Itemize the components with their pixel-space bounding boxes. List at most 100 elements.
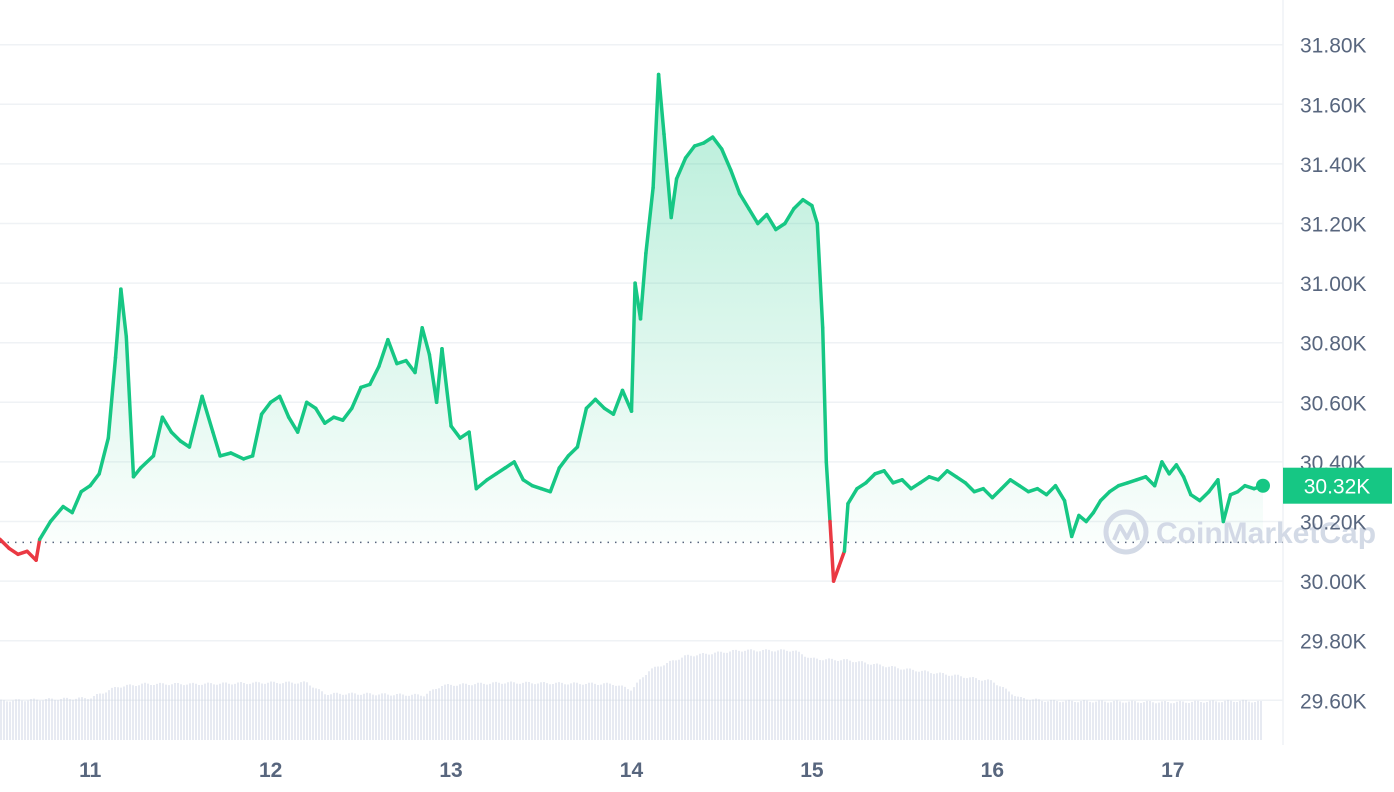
y-tick-label: 29.80K	[1300, 631, 1367, 654]
price-segment	[211, 430, 222, 458]
price-segment	[304, 400, 318, 411]
x-tick-label: 13	[439, 759, 462, 782]
price-segment	[1091, 498, 1103, 515]
price-segment	[61, 504, 74, 515]
price-segment	[566, 445, 580, 458]
price-segment	[683, 144, 697, 160]
y-tick-label: 31.20K	[1300, 214, 1367, 237]
price-segment	[1221, 492, 1233, 524]
price-segment	[259, 400, 273, 416]
x-tick-label: 17	[1161, 759, 1184, 782]
price-segment	[1143, 475, 1157, 488]
price-segment	[313, 406, 327, 425]
price-segment	[512, 460, 525, 482]
price-segment	[611, 388, 625, 416]
price-segment	[900, 478, 913, 491]
price-segment	[557, 454, 571, 470]
price-segment	[119, 287, 129, 339]
price-segment	[434, 346, 444, 405]
price-segment	[413, 326, 424, 375]
price-segment	[824, 460, 832, 524]
price-segment	[783, 206, 796, 226]
price-segment	[138, 454, 156, 470]
price-segment	[737, 191, 751, 211]
price-segment	[815, 221, 825, 330]
price-segment	[1008, 478, 1022, 488]
price-segment	[70, 489, 83, 515]
price-segment	[250, 412, 264, 458]
y-tick-label: 29.60K	[1300, 690, 1367, 713]
y-tick-label: 30.80K	[1300, 333, 1367, 356]
price-segment	[728, 168, 742, 196]
price-segment	[792, 197, 805, 211]
price-segment	[277, 394, 291, 419]
price-segment	[218, 451, 233, 458]
price-segment	[1098, 489, 1112, 503]
price-segment	[990, 486, 1004, 500]
price-segment	[386, 337, 399, 366]
price-segment	[831, 564, 841, 583]
price-segment	[801, 197, 814, 208]
price-segment	[756, 212, 769, 226]
price-segment	[341, 406, 354, 422]
price-segment	[584, 397, 598, 411]
y-tick-label: 31.60K	[1300, 94, 1367, 117]
price-segment	[765, 212, 778, 232]
price-segment	[286, 415, 300, 434]
price-segment	[842, 501, 850, 554]
price-segment	[963, 481, 977, 494]
price-segment	[268, 394, 282, 405]
price-segment	[427, 352, 439, 405]
price-segment	[404, 358, 417, 375]
y-axis-labels: 31.80K 31.60K 31.40K 31.20K 31.00K 30.80K 30.6…	[1300, 35, 1367, 714]
price-segment	[837, 549, 847, 568]
x-tick-label: 16	[981, 759, 1004, 782]
price-segment	[593, 397, 607, 411]
price-segment	[656, 72, 666, 136]
price-segment	[350, 385, 363, 411]
y-tick-label: 31.40K	[1300, 154, 1367, 177]
price-segment	[1035, 486, 1049, 497]
price-segment	[79, 483, 92, 494]
price-segment	[187, 394, 204, 449]
y-tick-label: 30.60K	[1300, 392, 1367, 415]
price-segment	[323, 415, 336, 425]
y-tick-label: 31.80K	[1300, 35, 1367, 58]
price-segment	[644, 185, 655, 256]
price-segment	[747, 206, 760, 226]
y-tick-label: 31.00K	[1300, 273, 1367, 296]
price-segment	[1107, 483, 1121, 494]
price-segment	[131, 466, 143, 479]
price-segment	[503, 460, 516, 470]
price-segment	[674, 156, 688, 181]
price-line	[0, 72, 1265, 583]
price-segment	[629, 281, 637, 413]
price-segment	[1174, 463, 1186, 479]
price-segment	[440, 346, 453, 428]
price-segment	[855, 481, 868, 491]
price-segment	[521, 478, 535, 488]
price-segment	[37, 519, 53, 542]
price-segment	[113, 287, 123, 360]
price-segment	[864, 472, 877, 485]
price-segment	[1160, 460, 1171, 476]
price-segment	[169, 430, 183, 443]
price-segment	[1053, 483, 1067, 503]
price-segment	[1167, 463, 1179, 476]
price-segment	[548, 466, 562, 494]
price-segment	[200, 394, 215, 434]
price-segment	[1084, 510, 1096, 524]
price-segment	[368, 364, 381, 387]
price-segment	[575, 406, 589, 449]
price-segment	[719, 147, 733, 172]
coinmarketcap-logo-mark	[1112, 522, 1140, 541]
price-segment	[810, 203, 820, 226]
current-price-badge: 30.32K	[1283, 467, 1392, 504]
price-segment	[449, 424, 462, 440]
y-tick-label: 30.00K	[1300, 571, 1367, 594]
watermark-text: CoinMarketCap	[1156, 517, 1376, 550]
volume-bars	[0, 649, 1262, 740]
price-segment	[124, 334, 136, 479]
price-segment	[1062, 498, 1074, 539]
